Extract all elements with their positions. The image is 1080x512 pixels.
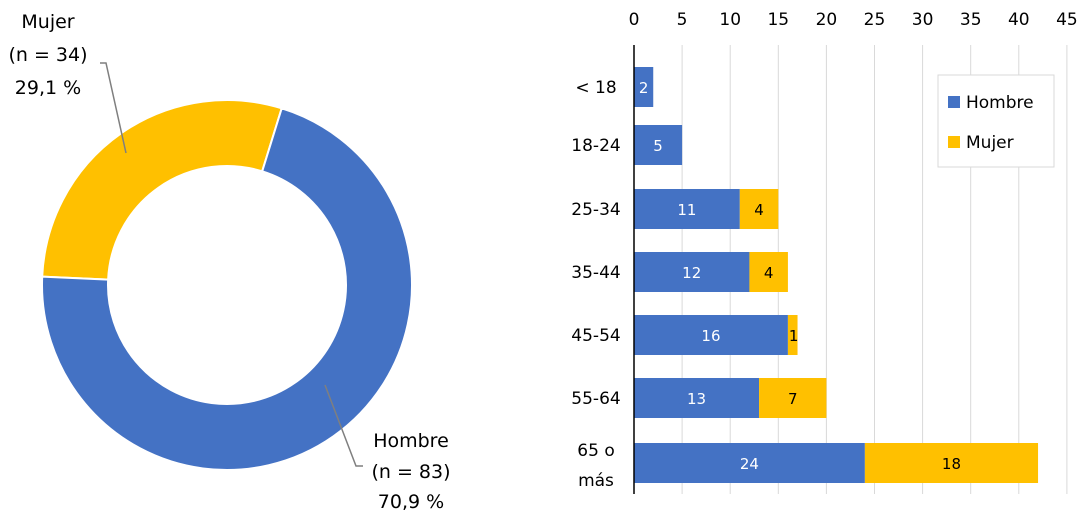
legend-label-hombre: Hombre [966,93,1034,113]
bar-mujer-65-o-m-s [864,443,1039,483]
donut-label-mujer-name: Mujer [21,11,74,33]
bar-hombre-35-44 [634,252,750,292]
bar-mujer-35-44 [749,252,788,292]
bar-value-label-mujer-25-34: 4 [754,201,764,219]
bar-hombre-18-24 [634,125,683,165]
bar-value-label-mujer-45-54: 1 [789,327,799,345]
donut-slice-mujer [41,99,283,281]
legend: Hombre Mujer [937,74,1055,168]
x-tick-label-20: 20 [816,10,838,30]
category-label-18-24: 18-24 [571,136,620,156]
donut-label-hombre-count: (n = 83) [371,461,450,483]
bar-value-label-mujer-55-64: 7 [788,390,798,408]
bar-value-label-hombre-55-64: 13 [687,390,706,408]
gender-donut-chart: Mujer (n = 34) 29,1 % Hombre (n = 83) 70,9 % [8,11,450,512]
legend-swatch-mujer [948,136,960,148]
legend-label-mujer: Mujer [966,133,1014,153]
bar-value-label-hombre-18-24: 5 [653,137,663,155]
donut-label-hombre-percent: 70,9 % [378,491,444,512]
bar-mujer-45-54 [787,315,798,355]
bar-value-label-hombre-65-o-m-s: 24 [740,455,759,473]
donut-slice-hombre [41,107,413,471]
bar-value-label-mujer-65-o-m-s: 18 [942,455,961,473]
category-label-35-44: 35-44 [571,263,620,283]
category-label-65-o-m-s: 65 o más [577,441,614,491]
legend-swatch-hombre [948,96,960,108]
x-tick-label-40: 40 [1008,10,1030,30]
legend-box [937,74,1055,168]
x-tick-label-45: 45 [1056,10,1078,30]
bar-hombre-55-64 [634,378,760,418]
donut-label-hombre-name: Hombre [373,430,449,452]
x-tick-label-30: 30 [912,10,934,30]
bar-hombre-18 [634,67,654,107]
bar-value-label-hombre-35-44: 12 [682,264,701,282]
bar-value-label-hombre-18: 2 [639,79,649,97]
category-label-25-34: 25-34 [571,200,620,220]
x-tick-label-10: 10 [719,10,741,30]
bar-value-label-hombre-45-54: 16 [701,327,720,345]
bar-value-label-hombre-25-34: 11 [677,201,696,219]
bar-mujer-55-64 [759,378,827,418]
x-tick-label-0: 0 [629,10,640,30]
x-tick-label-25: 25 [864,10,886,30]
category-label-55-64: 55-64 [571,389,620,409]
x-tick-label-5: 5 [677,10,688,30]
bar-hombre-45-54 [634,315,788,355]
category-label-45-54: 45-54 [571,326,620,346]
category-label-18: < 18 [575,78,616,98]
x-tick-label-35: 35 [960,10,982,30]
leader-line-hombre [324,384,363,467]
donut-label-mujer-percent: 29,1 % [15,77,81,99]
leader-line-mujer [100,62,127,154]
bar-hombre-25-34 [634,189,740,229]
donut-label-mujer-count: (n = 34) [8,44,87,66]
bar-value-label-mujer-35-44: 4 [764,264,774,282]
bar-mujer-25-34 [739,189,779,229]
bar-hombre-65-o-m-s [634,443,865,483]
x-tick-label-15: 15 [767,10,789,30]
